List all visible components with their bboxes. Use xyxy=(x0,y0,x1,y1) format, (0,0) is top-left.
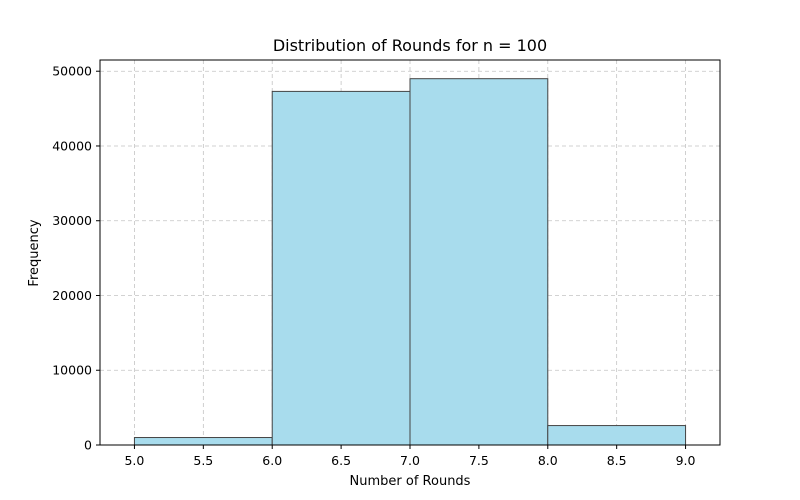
histogram-bar xyxy=(409,78,549,446)
y-tick-label: 20000 xyxy=(52,288,92,303)
x-tick-label: 8.5 xyxy=(607,453,627,468)
y-tick-label: 10000 xyxy=(52,363,92,378)
x-tick-label: 5.5 xyxy=(193,453,213,468)
y-tick-label: 30000 xyxy=(52,213,92,228)
x-tick-label: 6.5 xyxy=(331,453,351,468)
x-tick-label: 8.0 xyxy=(538,453,558,468)
x-tick-label: 7.5 xyxy=(469,453,489,468)
chart-title: Distribution of Rounds for n = 100 xyxy=(273,36,547,55)
y-tick-label: 50000 xyxy=(52,64,92,79)
x-tick-label: 6.0 xyxy=(262,453,282,468)
histogram-bars xyxy=(133,78,687,446)
x-tick-label: 5.0 xyxy=(124,453,144,468)
x-tick-label: 7.0 xyxy=(400,453,420,468)
histogram-bar xyxy=(547,425,687,446)
axes: 5.0 5.5 6.0 6.5 7.0 7.5 8.0 8.5 9.0 0 10000 20000 30… xyxy=(52,59,721,468)
x-tick-label: 9.0 xyxy=(676,453,696,468)
x-axis-title: Number of Rounds xyxy=(350,474,471,489)
histogram-bar xyxy=(271,90,411,446)
histogram-bar xyxy=(133,437,273,446)
y-tick-label: 0 xyxy=(84,438,92,453)
y-axis-title: Frequency xyxy=(27,219,42,286)
y-tick-label: 40000 xyxy=(52,138,92,153)
